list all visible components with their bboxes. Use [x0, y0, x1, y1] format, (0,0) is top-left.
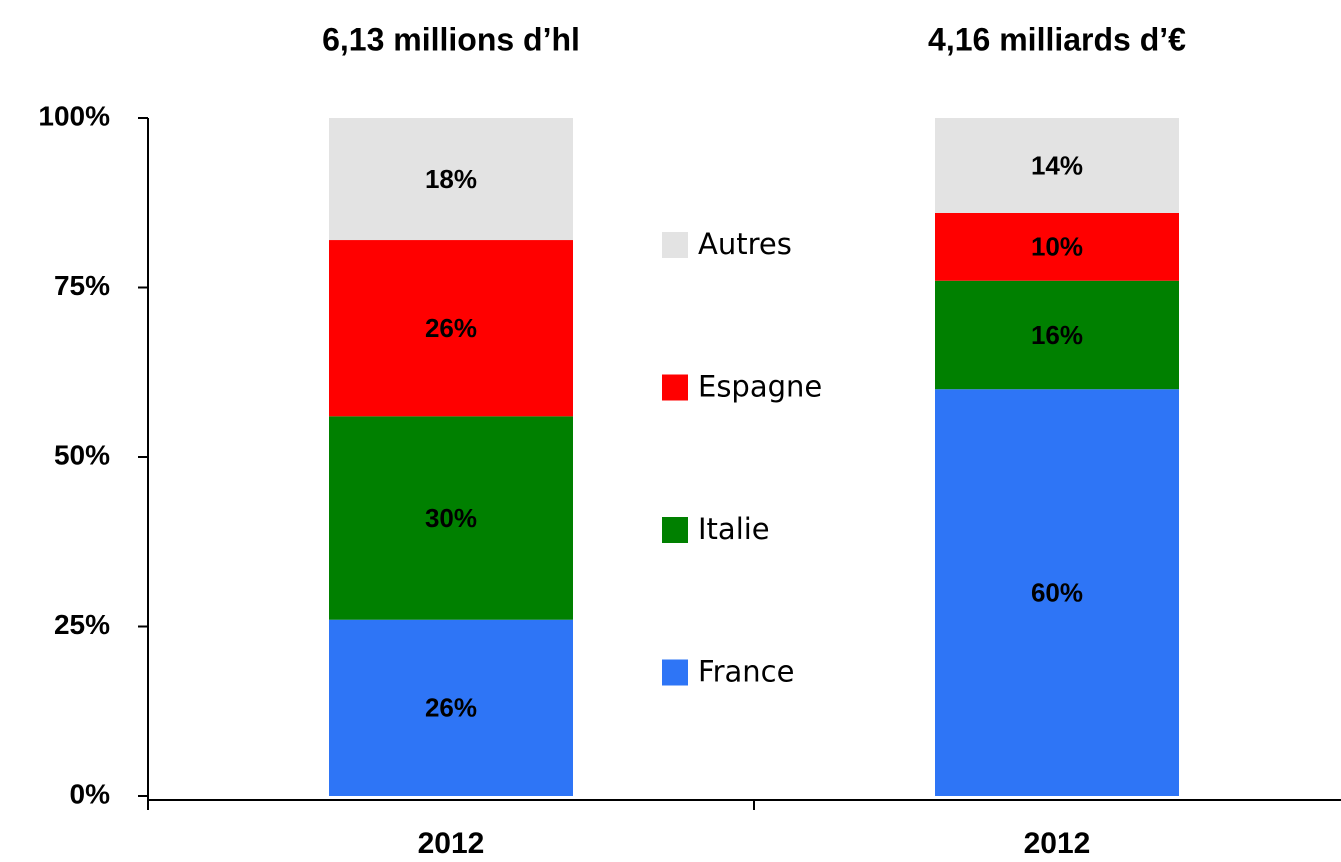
y-tick-label: 75% — [54, 270, 110, 301]
legend-label: Autres — [698, 227, 792, 261]
data-label: 14% — [1031, 150, 1083, 180]
data-label: 26% — [425, 693, 477, 723]
y-tick-label: 100% — [38, 100, 110, 131]
legend-swatch — [662, 374, 688, 401]
bar-segment — [935, 212, 1179, 281]
x-tick-label: 2012 — [1024, 827, 1091, 860]
legend-swatch — [662, 517, 688, 543]
data-label: 18% — [425, 164, 477, 194]
data-label: 60% — [1031, 577, 1083, 607]
bar-segment — [329, 416, 573, 620]
data-label: 30% — [425, 503, 477, 533]
data-label: 10% — [1031, 232, 1083, 262]
legend-swatch — [662, 659, 688, 686]
data-label: 16% — [1031, 320, 1083, 350]
legend-swatch — [662, 232, 688, 258]
x-tick-label: 2012 — [418, 827, 485, 860]
legend-label: Espagne — [698, 370, 822, 404]
legend-label: France — [698, 655, 794, 689]
y-tick-label: 50% — [54, 439, 110, 470]
column-title: 4,16 milliards d’€ — [928, 21, 1186, 57]
bar-segment — [935, 389, 1179, 796]
y-tick-label: 0% — [70, 778, 111, 809]
bar-segment — [935, 280, 1179, 390]
legend-label: Italie — [698, 512, 770, 546]
column-title: 6,13 millions d’hl — [322, 21, 580, 57]
bar-segment — [329, 240, 573, 417]
bar-segment — [329, 118, 573, 241]
bar-segment — [329, 619, 573, 796]
data-label: 26% — [425, 313, 477, 343]
bar-segment — [935, 118, 1179, 213]
y-tick-label: 25% — [54, 609, 110, 640]
